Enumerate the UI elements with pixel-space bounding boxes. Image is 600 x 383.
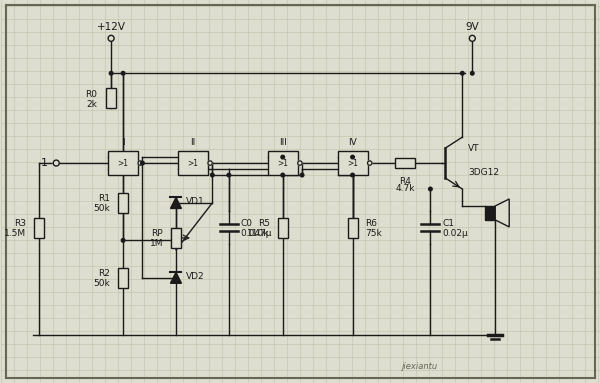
Bar bbox=[118, 268, 128, 288]
Text: 50k: 50k bbox=[94, 205, 110, 213]
Text: VT: VT bbox=[469, 144, 480, 153]
Text: >1: >1 bbox=[347, 159, 358, 168]
Text: R0: R0 bbox=[85, 90, 97, 99]
Bar bbox=[278, 218, 288, 238]
Circle shape bbox=[351, 155, 355, 159]
Text: 50k: 50k bbox=[94, 279, 110, 288]
Bar bbox=[347, 218, 358, 238]
Circle shape bbox=[140, 161, 144, 165]
Text: VD2: VD2 bbox=[186, 272, 205, 281]
Bar bbox=[118, 193, 128, 213]
Text: >1: >1 bbox=[277, 159, 288, 168]
Circle shape bbox=[121, 239, 125, 242]
Text: C0: C0 bbox=[241, 219, 253, 228]
Polygon shape bbox=[170, 198, 181, 208]
Text: 9V: 9V bbox=[466, 22, 479, 33]
Text: R5: R5 bbox=[258, 219, 270, 228]
Bar bbox=[268, 151, 298, 175]
Bar bbox=[106, 88, 116, 108]
Circle shape bbox=[121, 72, 125, 75]
Text: R6: R6 bbox=[365, 219, 377, 228]
Circle shape bbox=[208, 161, 212, 165]
Text: VD1: VD1 bbox=[186, 198, 205, 206]
Circle shape bbox=[174, 201, 178, 205]
Circle shape bbox=[461, 72, 464, 75]
Circle shape bbox=[428, 187, 432, 191]
Bar bbox=[178, 151, 208, 175]
Bar bbox=[34, 218, 44, 238]
Polygon shape bbox=[170, 272, 181, 283]
Circle shape bbox=[469, 35, 475, 41]
Text: III: III bbox=[279, 138, 287, 147]
Polygon shape bbox=[495, 199, 509, 227]
Text: 1M: 1M bbox=[149, 239, 163, 249]
Circle shape bbox=[281, 173, 284, 177]
Text: R4: R4 bbox=[400, 177, 412, 186]
Text: 4.7k: 4.7k bbox=[395, 184, 415, 193]
Bar bbox=[108, 151, 138, 175]
Circle shape bbox=[351, 173, 355, 177]
Circle shape bbox=[53, 160, 59, 166]
Text: 1.5M: 1.5M bbox=[4, 229, 26, 238]
Circle shape bbox=[211, 173, 214, 177]
Text: RP: RP bbox=[151, 229, 163, 238]
Text: R1: R1 bbox=[98, 195, 110, 203]
Text: 2k: 2k bbox=[86, 100, 97, 109]
Text: IV: IV bbox=[348, 138, 357, 147]
Circle shape bbox=[298, 161, 302, 165]
Text: 3DG12: 3DG12 bbox=[469, 168, 499, 177]
Circle shape bbox=[227, 173, 230, 177]
Text: C1: C1 bbox=[442, 219, 454, 228]
Text: jiexiantu: jiexiantu bbox=[403, 362, 439, 371]
Text: R2: R2 bbox=[98, 269, 110, 278]
Circle shape bbox=[108, 35, 114, 41]
Bar bbox=[395, 158, 415, 168]
Text: 110k: 110k bbox=[247, 229, 270, 238]
Text: 75k: 75k bbox=[365, 229, 382, 238]
Circle shape bbox=[109, 72, 113, 75]
Circle shape bbox=[368, 161, 372, 165]
Circle shape bbox=[174, 276, 178, 280]
Bar bbox=[171, 228, 181, 248]
Text: 1: 1 bbox=[41, 158, 48, 168]
Circle shape bbox=[281, 155, 284, 159]
Text: R3: R3 bbox=[14, 219, 26, 228]
Bar bbox=[485, 206, 495, 220]
Text: >1: >1 bbox=[118, 159, 128, 168]
Bar bbox=[338, 151, 368, 175]
Circle shape bbox=[300, 173, 304, 177]
Circle shape bbox=[470, 72, 474, 75]
Text: I: I bbox=[122, 138, 124, 147]
Text: >1: >1 bbox=[187, 159, 199, 168]
Text: +12V: +12V bbox=[97, 22, 125, 33]
Text: 0.047μ: 0.047μ bbox=[241, 229, 272, 238]
Text: 0.02μ: 0.02μ bbox=[442, 229, 468, 238]
Text: II: II bbox=[190, 138, 196, 147]
Circle shape bbox=[138, 161, 142, 165]
